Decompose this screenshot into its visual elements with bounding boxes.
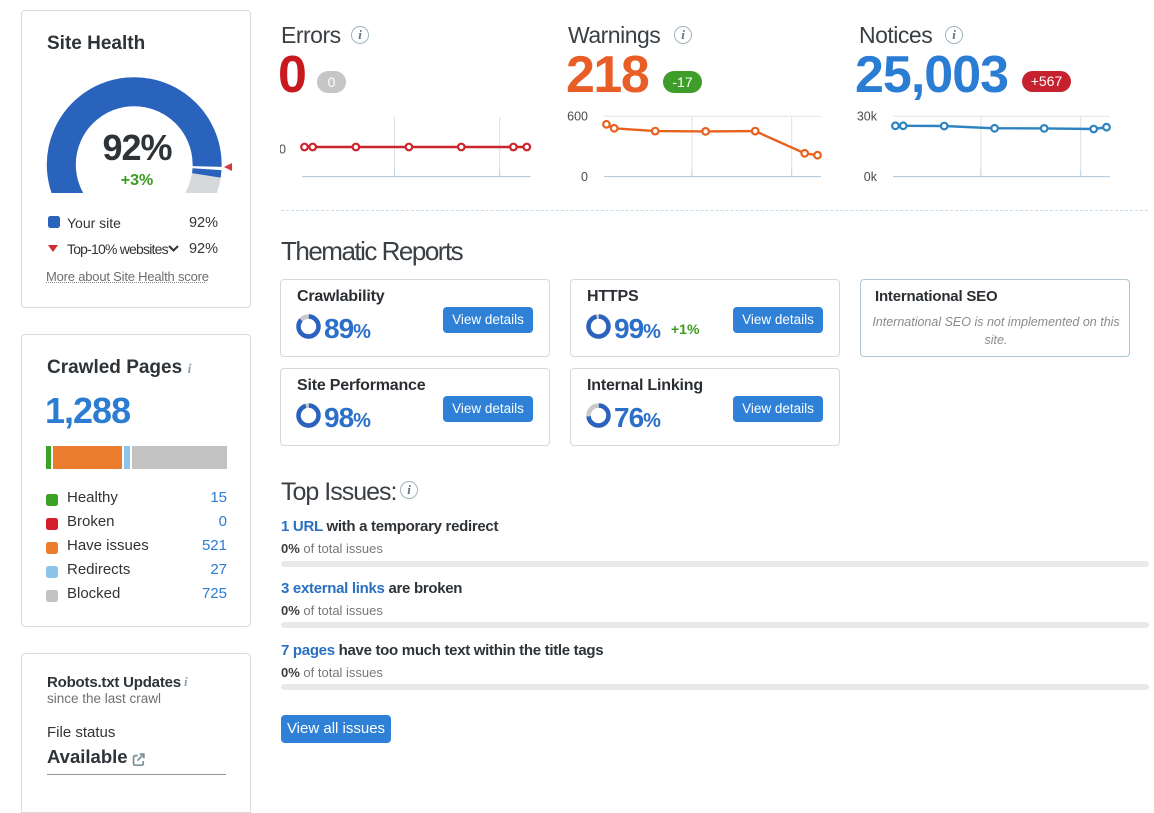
svg-text:0k: 0k xyxy=(864,170,878,184)
svg-text:30k: 30k xyxy=(857,110,878,124)
svg-text:0: 0 xyxy=(280,142,286,156)
svg-text:0: 0 xyxy=(581,170,588,184)
svg-text:600: 600 xyxy=(567,110,588,124)
